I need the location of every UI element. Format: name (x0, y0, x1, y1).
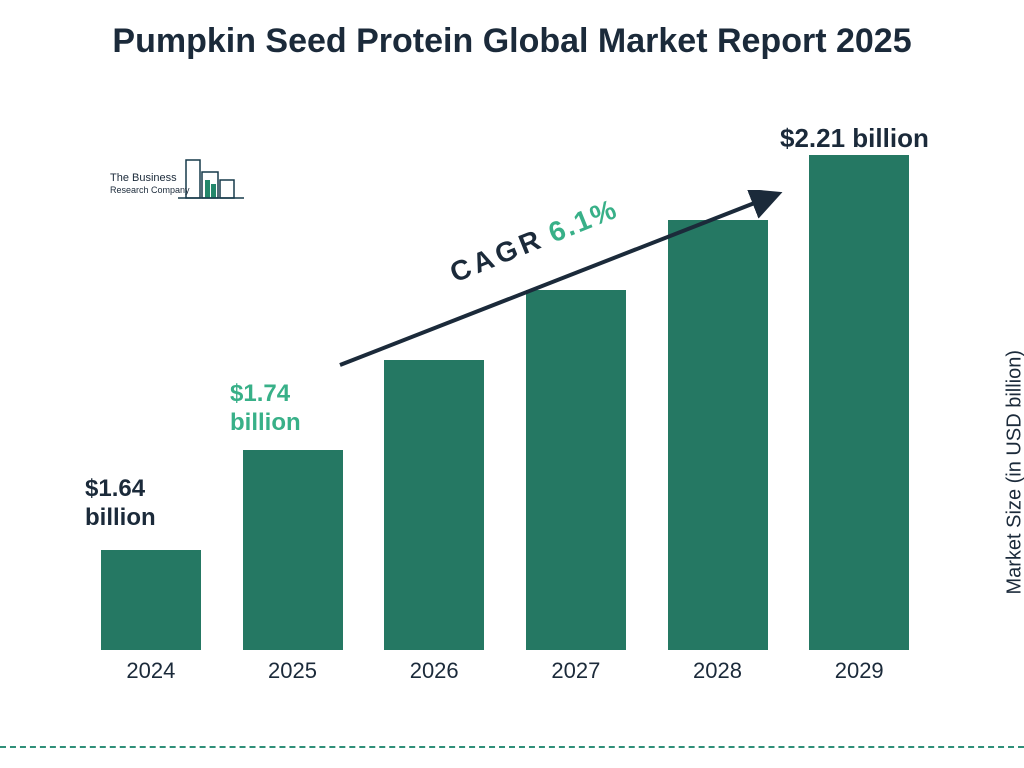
x-axis-label: 2026 (363, 658, 505, 684)
bar (243, 450, 343, 650)
bar (668, 220, 768, 650)
value-label: $2.21 billion (780, 123, 929, 154)
x-axis-label: 2028 (647, 658, 789, 684)
bar-wrap: 2026 (363, 150, 505, 650)
value-label: $1.74billion (230, 380, 301, 438)
bar-wrap: 2029 (788, 150, 930, 650)
bar (526, 290, 626, 650)
bar (101, 550, 201, 650)
bar-wrap: 2028 (647, 150, 789, 650)
bars-container: 202420252026202720282029 (80, 150, 930, 650)
chart-title: Pumpkin Seed Protein Global Market Repor… (0, 20, 1024, 63)
footer-divider (0, 746, 1024, 748)
x-axis-label: 2024 (80, 658, 222, 684)
bar (384, 360, 484, 650)
x-axis-label: 2029 (788, 658, 930, 684)
y-axis-label: Market Size (in USD billion) (1004, 350, 1024, 595)
bar-chart: 202420252026202720282029 (80, 150, 930, 690)
x-axis-label: 2025 (222, 658, 364, 684)
bar-wrap: 2024 (80, 150, 222, 650)
value-label: $1.64billion (85, 475, 156, 533)
bar (809, 155, 909, 650)
x-axis-label: 2027 (505, 658, 647, 684)
